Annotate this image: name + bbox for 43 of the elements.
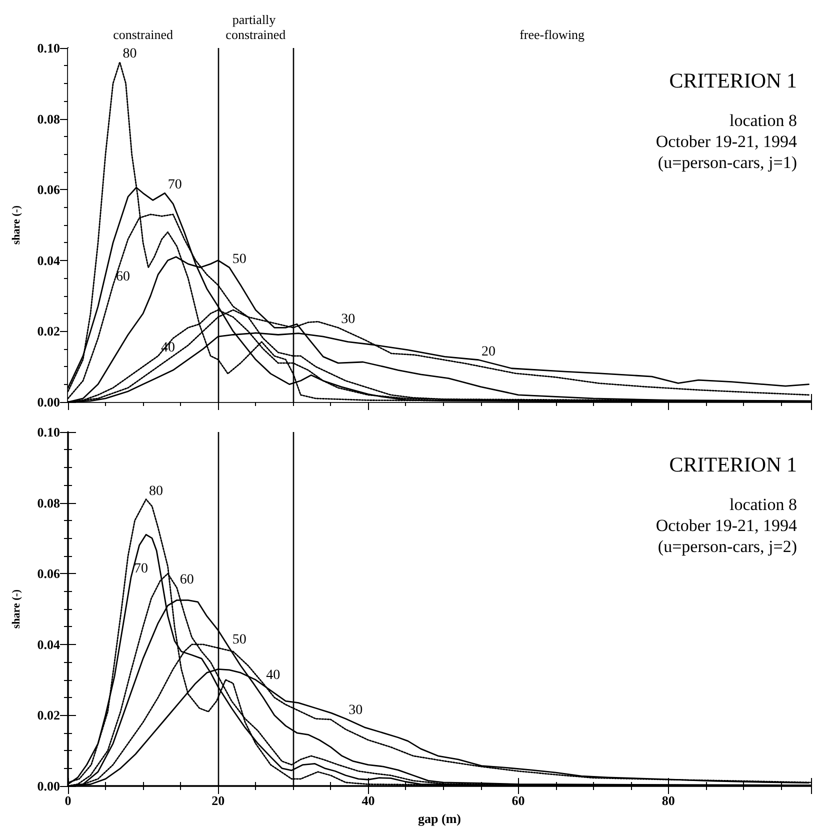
series-label: 80 — [149, 484, 164, 499]
y-tick-label: 0.04 — [37, 636, 60, 652]
y-tick-label: 0.04 — [37, 252, 60, 268]
x-tick-label: 40 — [362, 793, 375, 808]
series-label: 80 — [122, 46, 137, 62]
x-tick-label: 0 — [64, 793, 72, 808]
x-axis-title: gap (m) — [418, 811, 461, 826]
series-label: 30 — [341, 312, 356, 328]
band-label: free-flowing — [520, 27, 586, 42]
annotation: October 19-21, 1994 — [656, 132, 798, 151]
x-tick-label: 80 — [662, 793, 675, 808]
annotation: location 8 — [729, 495, 797, 514]
y-tick-label: 0.10 — [37, 40, 60, 56]
y-tick-label: 0.08 — [37, 495, 60, 510]
y-tick-label: 0.06 — [37, 182, 60, 198]
y-tick-label: 0.06 — [37, 566, 60, 582]
y-axis-title: share (-) — [10, 205, 22, 245]
series-label: 20 — [482, 344, 496, 360]
y-tick-label: 0.02 — [37, 708, 60, 723]
annotation: (u=person-cars, j=2) — [658, 537, 797, 556]
x-tick-label: 20 — [212, 793, 225, 808]
series-label: 50 — [232, 632, 246, 648]
series-label: 70 — [168, 178, 182, 193]
y-tick-label: 0.00 — [37, 778, 60, 794]
x-tick-label: 60 — [512, 793, 525, 808]
annotation: October 19-21, 1994 — [656, 516, 798, 535]
y-axis-title: share (-) — [10, 589, 22, 629]
y-tick-label: 0.00 — [37, 394, 60, 410]
band-label: constrained — [113, 27, 174, 42]
series-label: 60 — [180, 572, 194, 588]
y-tick-label: 0.10 — [37, 424, 60, 440]
band-label: partially constrained — [226, 12, 286, 42]
series-label: 30 — [348, 703, 363, 718]
annotation: location 8 — [729, 111, 797, 130]
series-label: 50 — [232, 252, 246, 267]
annotation: (u=person-cars, j=1) — [658, 153, 797, 172]
series-label: 70 — [134, 562, 148, 577]
y-tick-label: 0.02 — [37, 324, 60, 339]
annotation: CRITERION 1 — [669, 68, 797, 92]
series-label: 40 — [266, 668, 280, 683]
y-tick-label: 0.08 — [37, 111, 60, 126]
series-label: 60 — [116, 270, 130, 285]
annotation: CRITERION 1 — [669, 452, 797, 476]
